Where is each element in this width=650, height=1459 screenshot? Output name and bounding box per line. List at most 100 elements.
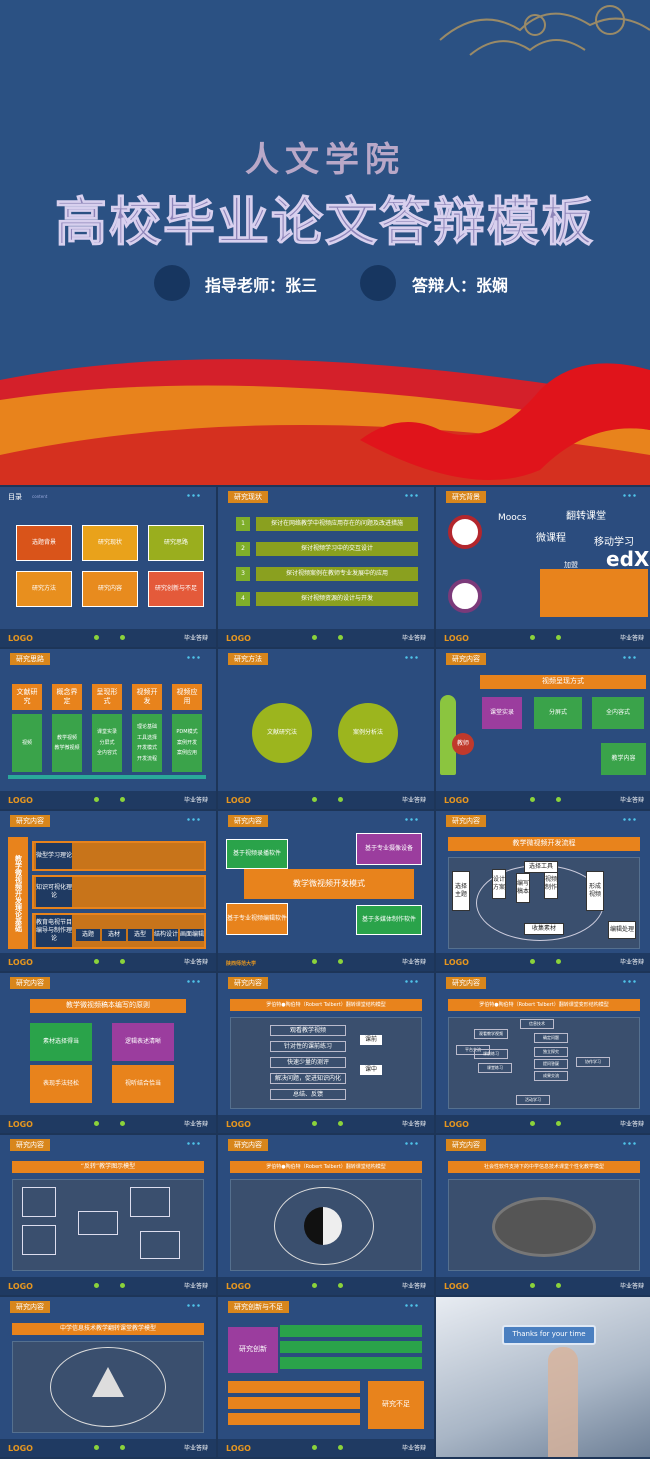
- finger: [548, 1347, 578, 1457]
- dots: [186, 980, 202, 983]
- step: 选材: [102, 929, 126, 941]
- item-number: 3: [236, 567, 250, 581]
- column-item: 开发流程: [136, 755, 157, 762]
- dot: [312, 797, 317, 802]
- step: 画面编辑: [180, 929, 204, 941]
- dot: [338, 1121, 343, 1126]
- footer: [218, 1115, 434, 1133]
- step: 编辑处理: [608, 921, 636, 939]
- dot: [94, 797, 99, 802]
- slide-tag: 研究内容: [10, 1139, 50, 1151]
- slide: 研究内容 社会性软件支持下的中学信息技术课堂个性化教学模型 LOGO 毕业答辩: [436, 1135, 650, 1295]
- label: 微课程: [536, 533, 566, 544]
- dot: [120, 635, 125, 640]
- bar: [228, 1381, 360, 1393]
- node: [22, 1225, 56, 1255]
- footer-label: 毕业答辩: [619, 797, 644, 804]
- footer-logo: LOGO: [444, 1120, 469, 1129]
- dot: [94, 635, 99, 640]
- dot: [556, 1283, 561, 1288]
- dot: [338, 797, 343, 802]
- dot: [94, 1445, 99, 1450]
- figure-label: 教师: [452, 733, 474, 755]
- footer-logo: LOGO: [8, 1444, 33, 1453]
- panel: [230, 1017, 422, 1109]
- footer-logo: LOGO: [226, 1120, 251, 1129]
- column-item: 案例应用: [176, 750, 197, 757]
- center: 教学微视频开发模式: [244, 869, 414, 899]
- step: 形成视频: [586, 871, 604, 911]
- side: 教学微视频开发理论基础: [8, 837, 28, 949]
- step: 解决问题，促进知识内化: [270, 1073, 346, 1084]
- column-item: 教学微视频: [54, 745, 80, 751]
- column-item: 分屏式: [99, 739, 115, 746]
- column-item: 工具选择: [136, 734, 157, 741]
- node: 成果交流: [534, 1071, 568, 1081]
- menu-item: 研究方法: [16, 571, 72, 607]
- footer-label: 毕业答辩: [401, 635, 426, 642]
- phase: 课中: [360, 1065, 382, 1075]
- footer-logo: 陕西师范大学: [226, 961, 257, 967]
- principle: 表现手法轻松: [30, 1065, 92, 1103]
- node: [130, 1187, 170, 1217]
- footer-label: 毕业答辩: [619, 959, 644, 966]
- mode: 基于专业摄像设备: [356, 833, 422, 865]
- slide-tag: 研究内容: [446, 653, 486, 665]
- title-slide: 人文学院 高校毕业论文答辩模板 指导老师：张三 答辩人：张娴: [0, 0, 650, 485]
- slide-tag: 研究创新与不足: [228, 1301, 289, 1313]
- step: 编写稿本: [516, 873, 530, 903]
- column-item: PDM模式: [176, 729, 198, 736]
- dot: [530, 797, 535, 802]
- column-title: 文献研究: [12, 684, 42, 710]
- footer-logo: LOGO: [226, 1444, 251, 1453]
- dots: [186, 1142, 202, 1145]
- heading: “反转”教学图示模型: [12, 1161, 204, 1173]
- item-number: 2: [236, 542, 250, 556]
- column-body: 课堂实录 分屏式 全内容式: [92, 714, 122, 772]
- row-label: 教育电视节目编导与制作理论: [36, 915, 72, 947]
- dot: [338, 1445, 343, 1450]
- step: 选择主题: [452, 871, 470, 911]
- step: 总结、反馈: [270, 1089, 346, 1100]
- arrow: [8, 775, 206, 779]
- dot: [120, 1445, 125, 1450]
- slide: 研究方法 文献研究法 案例分析法 LOGO 毕业答辩: [218, 649, 434, 809]
- slide-grid: 目录 content 选题背景 研究现状 研究思路 研究方法 研究内容 研究创新与不足 LOGO…: [0, 487, 650, 1457]
- dot: [94, 1283, 99, 1288]
- node: 信息技术: [520, 1019, 554, 1029]
- step: 视频制作: [544, 869, 558, 899]
- dot: [338, 1283, 343, 1288]
- footer-label: 毕业答辩: [183, 1445, 208, 1452]
- dots: [404, 980, 420, 983]
- advisor: 指导老师：张三: [205, 276, 318, 295]
- dot: [556, 797, 561, 802]
- triangle: [92, 1367, 124, 1397]
- footer: [436, 1115, 650, 1133]
- heading: 罗伯特●陶伯特（Robert Talbert）翻转课堂结构模型: [230, 1161, 422, 1173]
- footer-label: 毕业答辩: [401, 797, 426, 804]
- slide-tag: 研究内容: [228, 977, 268, 989]
- dot: [556, 1121, 561, 1126]
- heading: 视频呈现方式: [480, 675, 646, 689]
- method: 课堂实录: [482, 697, 522, 729]
- dot: [94, 959, 99, 964]
- method: 教学内容: [601, 743, 646, 775]
- slide-tag: 研究内容: [446, 815, 486, 827]
- info-box: [540, 569, 648, 617]
- item: 探讨在网络教学中视频应用存在的问题及改进措施: [256, 517, 418, 531]
- ring: [274, 1187, 374, 1265]
- label: 研究不足: [368, 1381, 424, 1429]
- footer-logo: LOGO: [444, 958, 469, 967]
- principle: 逻辑表述清晰: [112, 1023, 174, 1061]
- slide: 研究思路 文献研究 视频 概念界定 教学视频 教学微视频 呈现形式 课堂实录 分屏式 全内容式 视频…: [0, 649, 216, 809]
- slide: 研究内容 教学微视频开发理论基础 微型学习理论 知识可视化理论 教育电视节目编导与制作理…: [0, 811, 216, 971]
- heading: 罗伯特●陶伯特（Robert Talbert）翻转课堂变形结构模型: [448, 999, 640, 1011]
- dot: [120, 1283, 125, 1288]
- heading: 社会性软件支持下的中学信息技术课堂个性化教学模型: [448, 1161, 640, 1173]
- footer: [218, 791, 434, 809]
- menu-item: 研究内容: [82, 571, 138, 607]
- node: [78, 1211, 118, 1235]
- column-title: 视频开发: [132, 684, 162, 710]
- column-item: 课堂实录: [96, 729, 117, 736]
- footer-label: 毕业答辩: [619, 1121, 644, 1128]
